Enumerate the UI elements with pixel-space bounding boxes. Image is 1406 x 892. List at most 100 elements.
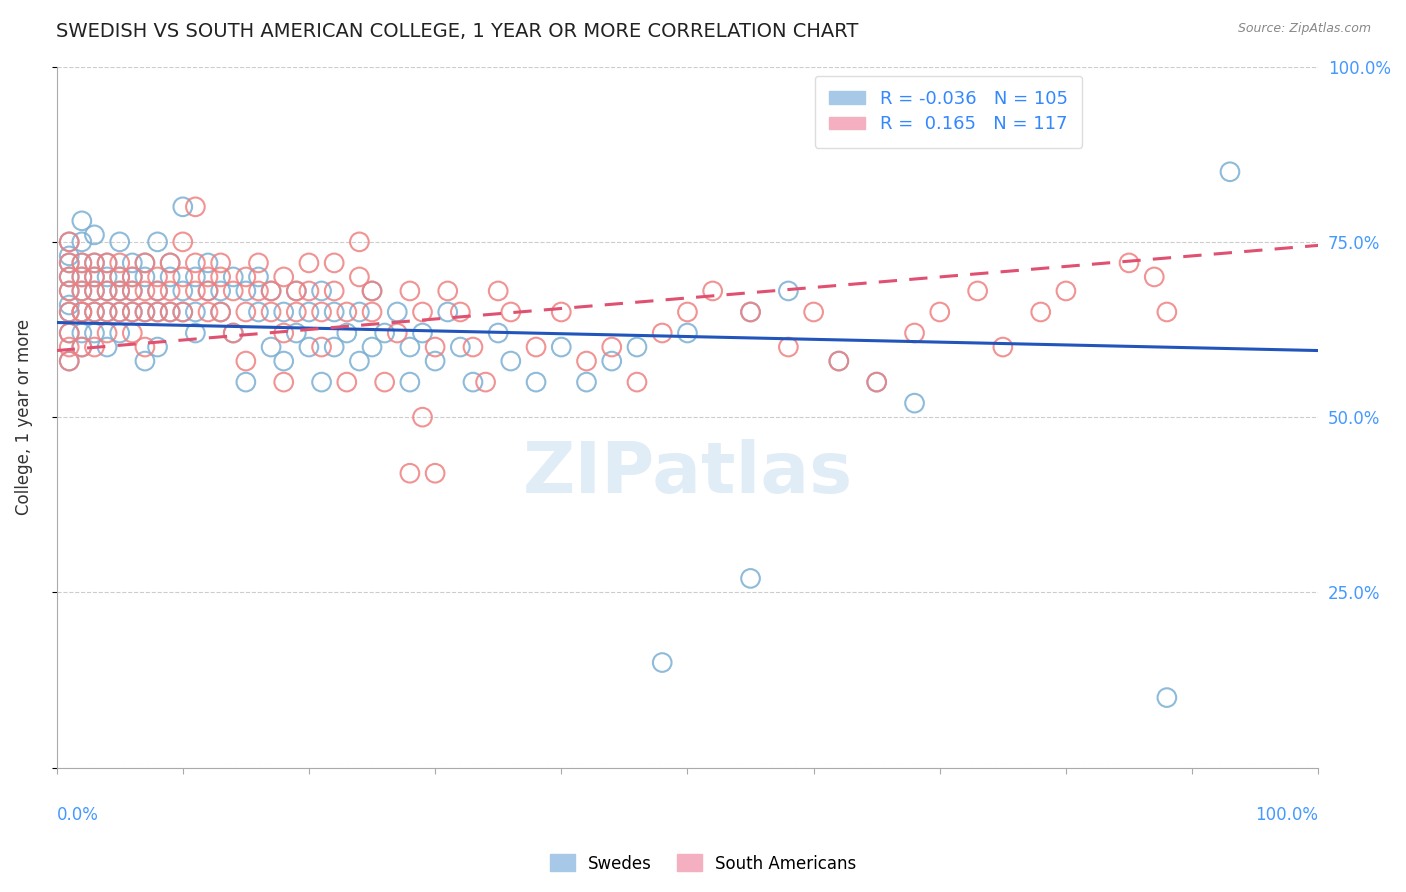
- Text: ZIPatlas: ZIPatlas: [523, 439, 852, 508]
- Point: [108, 256, 131, 270]
- Point: [273, 354, 295, 368]
- Point: [197, 269, 219, 284]
- Point: [172, 269, 194, 284]
- Point: [146, 269, 169, 284]
- Point: [96, 340, 118, 354]
- Point: [449, 340, 471, 354]
- Point: [70, 305, 93, 319]
- Point: [311, 340, 333, 354]
- Point: [58, 249, 80, 263]
- Point: [96, 284, 118, 298]
- Point: [184, 284, 207, 298]
- Point: [159, 256, 181, 270]
- Point: [298, 340, 321, 354]
- Point: [159, 305, 181, 319]
- Point: [1029, 305, 1052, 319]
- Point: [83, 269, 105, 284]
- Point: [1143, 269, 1166, 284]
- Point: [146, 235, 169, 249]
- Point: [197, 284, 219, 298]
- Point: [58, 326, 80, 340]
- Point: [96, 256, 118, 270]
- Point: [159, 256, 181, 270]
- Point: [399, 375, 422, 389]
- Point: [524, 375, 547, 389]
- Point: [311, 375, 333, 389]
- Point: [575, 354, 598, 368]
- Point: [374, 375, 396, 389]
- Point: [209, 284, 232, 298]
- Point: [70, 305, 93, 319]
- Point: [121, 269, 143, 284]
- Point: [550, 340, 572, 354]
- Point: [423, 340, 446, 354]
- Point: [461, 375, 484, 389]
- Point: [172, 235, 194, 249]
- Point: [361, 340, 384, 354]
- Point: [361, 305, 384, 319]
- Point: [70, 269, 93, 284]
- Legend: R = -0.036   N = 105, R =  0.165   N = 117: R = -0.036 N = 105, R = 0.165 N = 117: [814, 76, 1083, 148]
- Point: [486, 284, 509, 298]
- Point: [184, 326, 207, 340]
- Point: [903, 396, 925, 410]
- Point: [197, 256, 219, 270]
- Point: [58, 235, 80, 249]
- Point: [349, 235, 371, 249]
- Point: [336, 305, 359, 319]
- Point: [966, 284, 988, 298]
- Point: [159, 269, 181, 284]
- Point: [209, 305, 232, 319]
- Point: [172, 284, 194, 298]
- Point: [121, 305, 143, 319]
- Text: 0.0%: 0.0%: [56, 806, 98, 824]
- Point: [184, 256, 207, 270]
- Point: [58, 269, 80, 284]
- Point: [58, 326, 80, 340]
- Point: [336, 375, 359, 389]
- Point: [108, 269, 131, 284]
- Point: [273, 375, 295, 389]
- Point: [235, 354, 257, 368]
- Point: [172, 200, 194, 214]
- Point: [298, 305, 321, 319]
- Point: [349, 269, 371, 284]
- Point: [96, 256, 118, 270]
- Point: [778, 284, 800, 298]
- Point: [209, 256, 232, 270]
- Point: [172, 305, 194, 319]
- Point: [184, 305, 207, 319]
- Point: [486, 326, 509, 340]
- Point: [524, 340, 547, 354]
- Point: [159, 305, 181, 319]
- Point: [323, 284, 346, 298]
- Point: [58, 354, 80, 368]
- Point: [209, 269, 232, 284]
- Point: [184, 200, 207, 214]
- Point: [273, 305, 295, 319]
- Point: [58, 284, 80, 298]
- Point: [740, 305, 762, 319]
- Point: [108, 305, 131, 319]
- Point: [411, 305, 433, 319]
- Point: [336, 326, 359, 340]
- Point: [159, 284, 181, 298]
- Y-axis label: College, 1 year or more: College, 1 year or more: [15, 319, 32, 516]
- Point: [58, 235, 80, 249]
- Point: [550, 305, 572, 319]
- Point: [121, 284, 143, 298]
- Point: [247, 269, 270, 284]
- Point: [423, 354, 446, 368]
- Point: [197, 284, 219, 298]
- Point: [311, 284, 333, 298]
- Point: [260, 284, 283, 298]
- Point: [70, 284, 93, 298]
- Point: [70, 340, 93, 354]
- Point: [58, 256, 80, 270]
- Point: [108, 305, 131, 319]
- Point: [1156, 690, 1178, 705]
- Point: [209, 305, 232, 319]
- Point: [247, 305, 270, 319]
- Point: [740, 571, 762, 585]
- Point: [83, 269, 105, 284]
